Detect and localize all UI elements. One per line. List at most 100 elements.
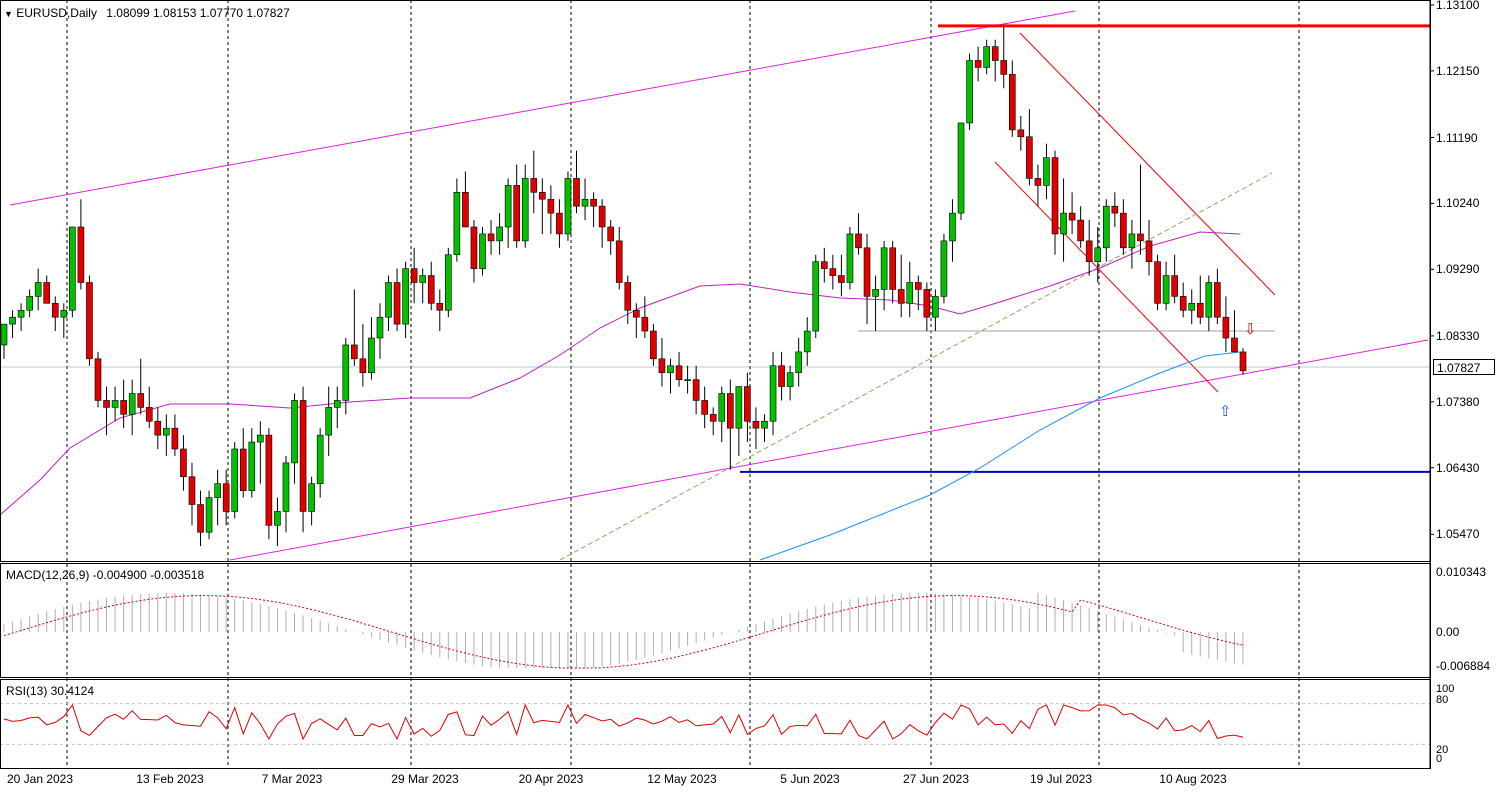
trendline-dashed (559, 172, 1273, 561)
candle-body (769, 365, 777, 422)
candle-body (368, 337, 375, 373)
candle-body (974, 60, 982, 68)
candle-body (658, 358, 666, 373)
rsi-scale-label: 20 (1436, 744, 1449, 756)
candle-body (1188, 303, 1196, 311)
candle-body (914, 282, 922, 290)
candle-body (1043, 157, 1050, 186)
macd-pane (3, 592, 1244, 669)
candle-body (1120, 212, 1127, 249)
buy-arrow-icon: ⇧ (1219, 402, 1232, 420)
candle-body (957, 122, 965, 214)
candle-body (1137, 233, 1144, 242)
candle-body (778, 365, 785, 387)
candle-body (633, 309, 640, 318)
candle-body (1154, 261, 1161, 304)
candle-body (1179, 296, 1187, 311)
date-tick-label: 12 May 2023 (647, 772, 717, 786)
candle-body (359, 358, 367, 373)
pane-border (0, 0, 1431, 562)
candle-body (735, 386, 743, 429)
candle-body (94, 358, 102, 401)
rsi-scale-label: 100 (1436, 683, 1455, 695)
candle-body (889, 247, 896, 290)
pane-border (0, 679, 1431, 769)
date-tick-label: 20 Jan 2023 (6, 772, 74, 786)
price-tick-label: 1.10240 (1436, 196, 1480, 211)
candle-body (624, 282, 632, 311)
candle-body (410, 268, 418, 283)
candle-body (932, 296, 939, 318)
sell-arrow-icon: ⇩ (1244, 320, 1257, 338)
candle-body (829, 268, 837, 276)
candle-body (812, 261, 820, 332)
candle-body (402, 268, 409, 325)
rsi-label: RSI(13) 30.4124 (6, 684, 95, 698)
candle-body (1060, 212, 1067, 235)
candle-body (171, 427, 179, 450)
candle-body (744, 386, 751, 422)
candle-body (282, 462, 290, 512)
candle-body (479, 233, 486, 269)
price-tick-label: 1.06430 (1436, 460, 1480, 475)
candle-body (291, 400, 298, 464)
candle-body (530, 178, 538, 193)
candle-body (872, 289, 879, 297)
candle-body (504, 185, 512, 228)
candle-body (333, 400, 341, 408)
candle-body (180, 448, 187, 478)
candle-body (427, 275, 435, 304)
date-tick-label: 20 Apr 2023 (518, 772, 584, 786)
candle-body (9, 316, 16, 325)
date-tick-label: 7 Mar 2023 (261, 772, 323, 786)
candle-body (1085, 240, 1093, 262)
price-tick-label: 1.13100 (1436, 0, 1480, 12)
candle-body (1034, 178, 1042, 186)
symbol-header: ▼ EURUSD,Daily 1.08099 1.08153 1.07770 1… (4, 6, 290, 21)
candle-body (966, 60, 973, 124)
candle-body (761, 420, 768, 429)
candle-body (906, 282, 914, 304)
candle-body (0, 323, 8, 346)
candle-body (120, 400, 127, 415)
date-tick-label: 5 Jun 2023 (780, 772, 840, 786)
candle-body (145, 407, 153, 422)
chevron-down-icon[interactable]: ▼ (4, 9, 13, 19)
candle-body (1214, 282, 1221, 318)
candle-body (838, 275, 845, 283)
macd-scale-label: 0.010343 (1436, 565, 1487, 579)
candle-body (385, 282, 392, 318)
candle-body (17, 309, 25, 318)
candle-body (51, 303, 59, 318)
date-tick-label: 13 Feb 2023 (136, 772, 204, 786)
candle-body (641, 316, 649, 332)
candle-body (863, 247, 871, 297)
candle-body (667, 365, 674, 373)
candle-body (248, 441, 256, 491)
ohlc-values: 1.08099 1.08153 1.07770 1.07827 (106, 6, 290, 20)
candle-body (547, 198, 555, 214)
candle-body (1196, 303, 1204, 318)
moving-average-fast (0, 231, 1241, 516)
candle-body (342, 344, 350, 401)
candle-body (103, 400, 110, 408)
candle-body (940, 240, 948, 297)
candle-body (1111, 205, 1119, 214)
candle-body (880, 247, 888, 290)
candle-body (239, 448, 247, 491)
candle-body (590, 198, 597, 207)
candle-body (1068, 212, 1076, 221)
candle-body (43, 282, 51, 304)
lower-channel-line (229, 339, 1429, 561)
date-tick-label: 19 Jul 2023 (1029, 772, 1093, 786)
candle-body (265, 434, 273, 526)
rsi-scale-label: 0 (1436, 753, 1443, 765)
upper-channel-line (9, 10, 1076, 206)
candle-body (77, 226, 85, 283)
candle-body (1222, 316, 1230, 339)
candle-body (1077, 219, 1084, 242)
candle-body (949, 212, 956, 242)
candle-body (983, 46, 990, 68)
candle-body (692, 379, 700, 401)
